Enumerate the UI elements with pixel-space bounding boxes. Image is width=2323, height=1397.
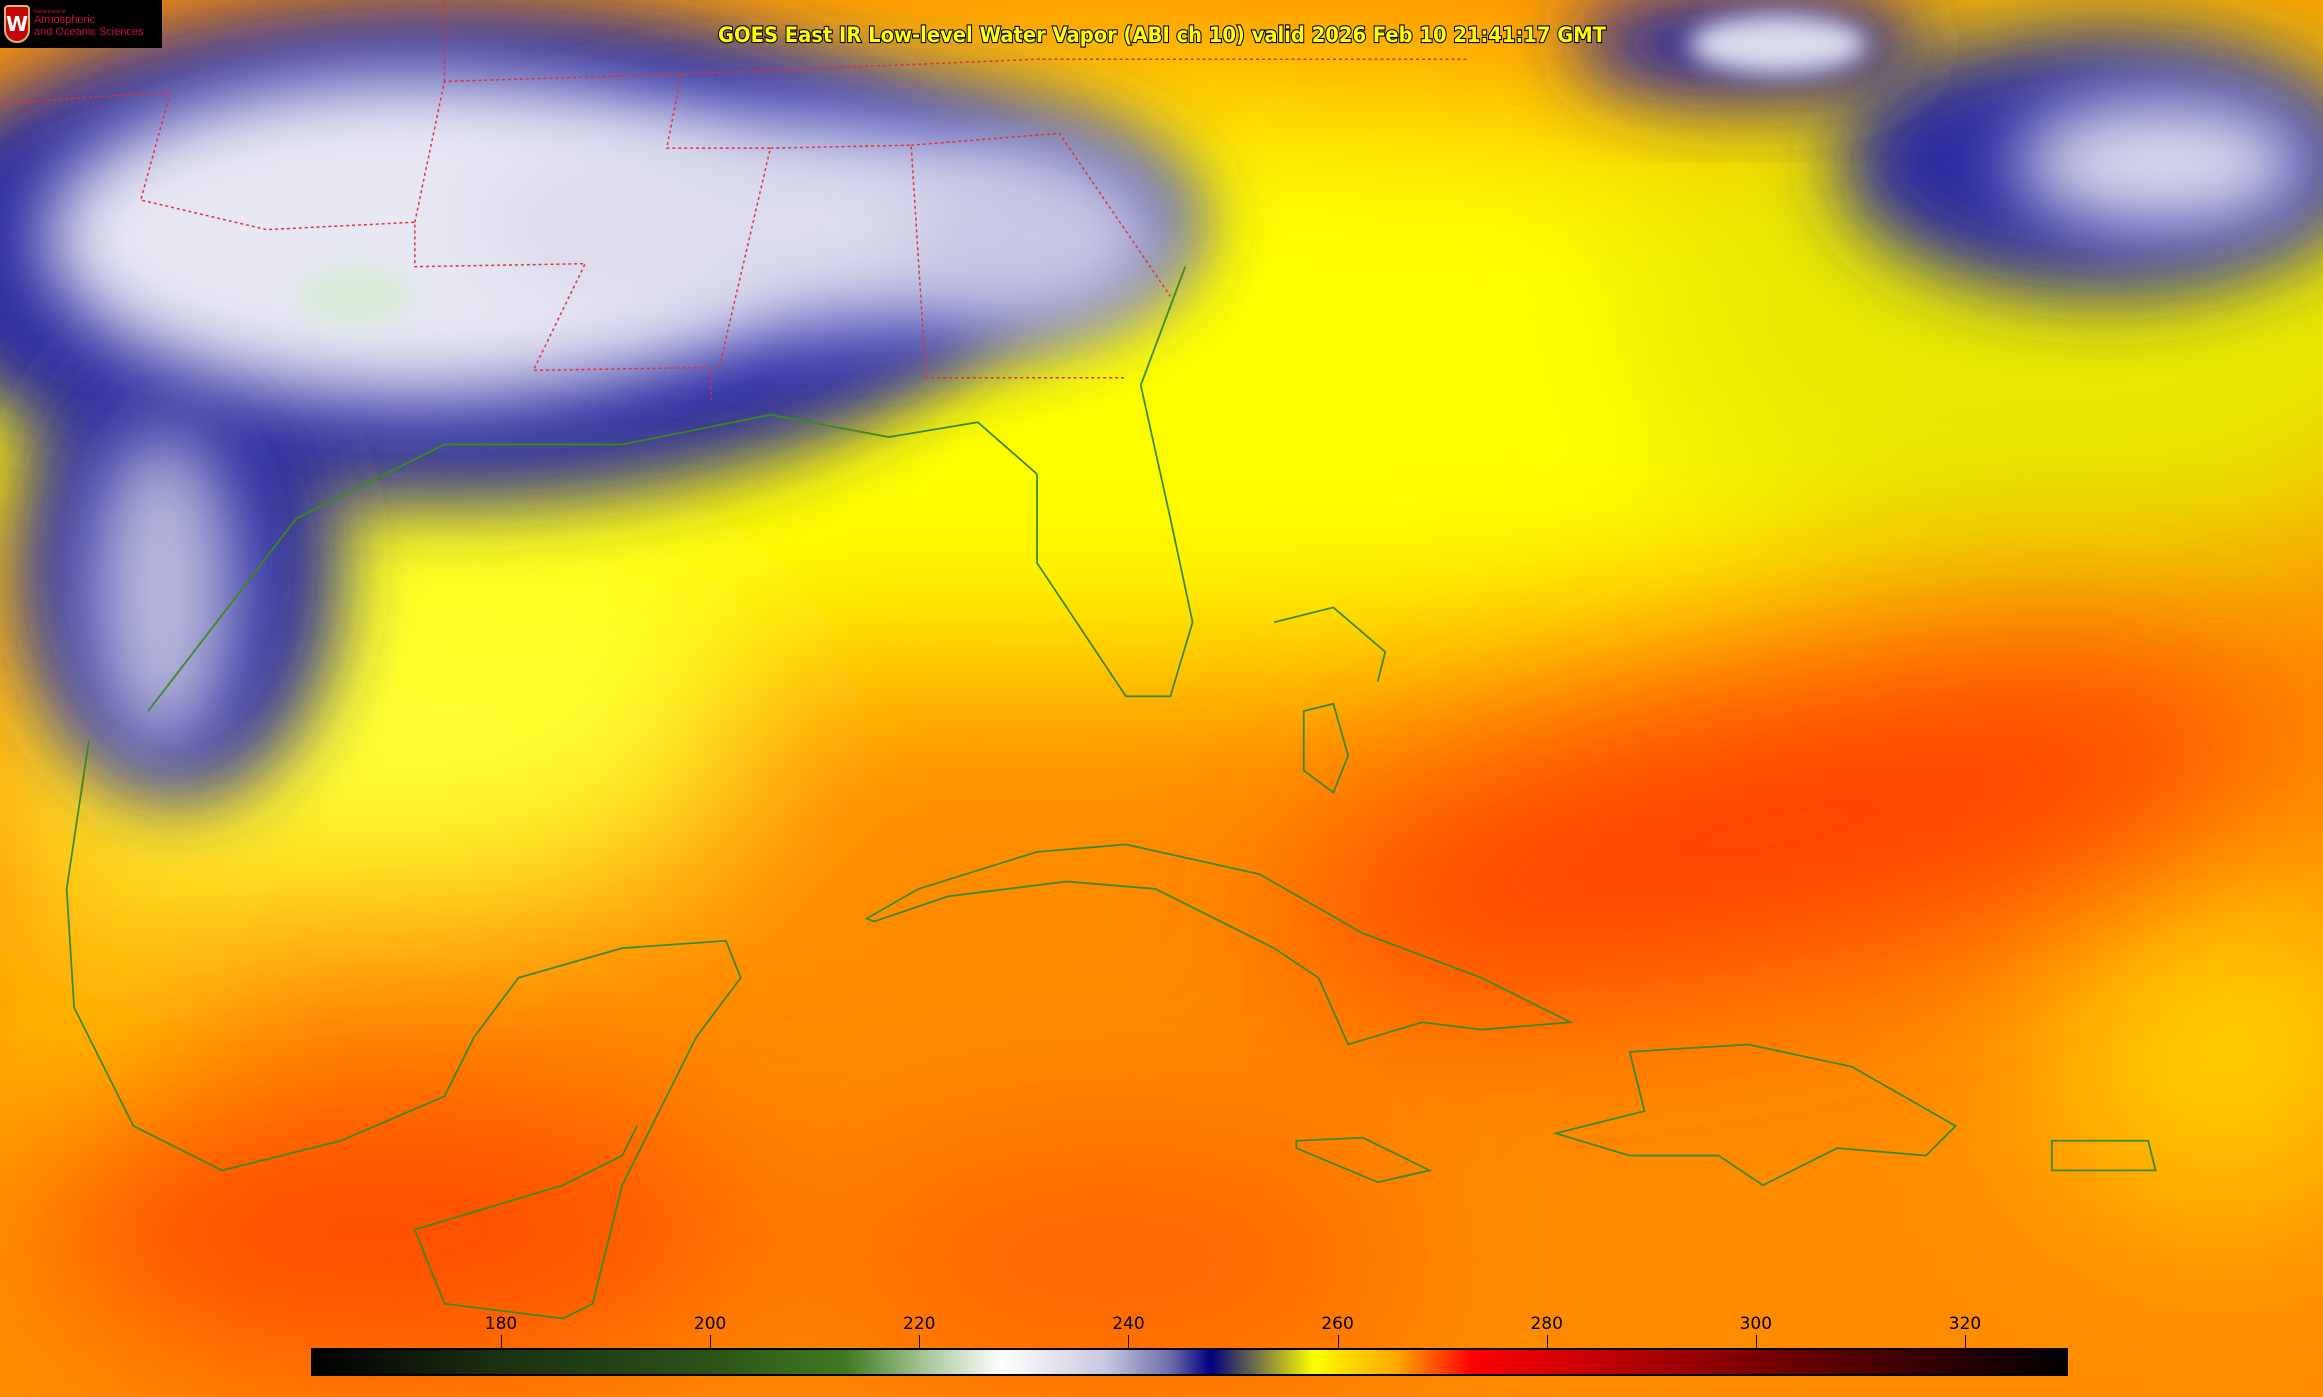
gulf-coast: [65, 740, 742, 1320]
colorbar-tick-mark: [1755, 1335, 1757, 1348]
dry-red-zone: [0, 662, 2272, 1378]
colorbar-tick-mark: [1965, 1335, 1966, 1348]
uw-crest-icon: W: [4, 5, 30, 43]
central-america: [413, 1125, 638, 1320]
image-title: GOES East IR Low-level Water Vapor (ABI …: [718, 23, 1607, 47]
colorbar-tick-mark: [919, 1335, 921, 1348]
cloud-mass-west: [0, 0, 1201, 801]
colorbar: [311, 1348, 2068, 1376]
logo-line-3: and Oceanic Sciences: [34, 25, 144, 38]
colorbar-tick-label: 280: [1530, 1314, 1563, 1334]
crest-letter: W: [5, 12, 29, 36]
colorbar-tick-mark: [710, 1335, 712, 1348]
florida: [1036, 266, 1194, 698]
colorbar-tick-label: 260: [1321, 1314, 1354, 1334]
hispaniola: [1552, 1043, 1958, 1187]
puerto-rico: [2050, 1139, 2157, 1172]
jamaica: [1295, 1136, 1433, 1184]
logo-line-1: Department of: [34, 8, 66, 15]
colorbar-tick-label: 200: [693, 1314, 727, 1334]
us-gulf-coast: [147, 413, 1038, 712]
colorbar-tick-label: 220: [903, 1314, 936, 1334]
cloud-mass-east: [1570, 0, 2323, 297]
colorbar-tick-mark: [501, 1335, 502, 1348]
andros-bahamas: [1302, 702, 1350, 795]
colorbar-tick-label: 320: [1948, 1314, 1982, 1334]
logo-line-2: Atmospheric: [34, 14, 96, 27]
cuba: [864, 843, 1574, 1046]
state-borders: [0, 0, 1467, 401]
colorbar-tick-label: 180: [484, 1314, 518, 1334]
colorbar-tick-label: 300: [1739, 1314, 1773, 1334]
bahamas-islands: [1273, 606, 1387, 682]
aos-logo: W Department of Atmospheric and Oceanic …: [0, 0, 162, 48]
coastlines: [65, 266, 2157, 1320]
colorbar-tick-label: 240: [1112, 1314, 1145, 1334]
title-banner: GOES East IR Low-level Water Vapor (ABI …: [717, 22, 1608, 48]
colorbar-tick-mark: [1128, 1335, 1130, 1348]
colorbar-tick-mark: [1337, 1335, 1339, 1348]
colorbar-tick-mark: [1546, 1335, 1548, 1348]
